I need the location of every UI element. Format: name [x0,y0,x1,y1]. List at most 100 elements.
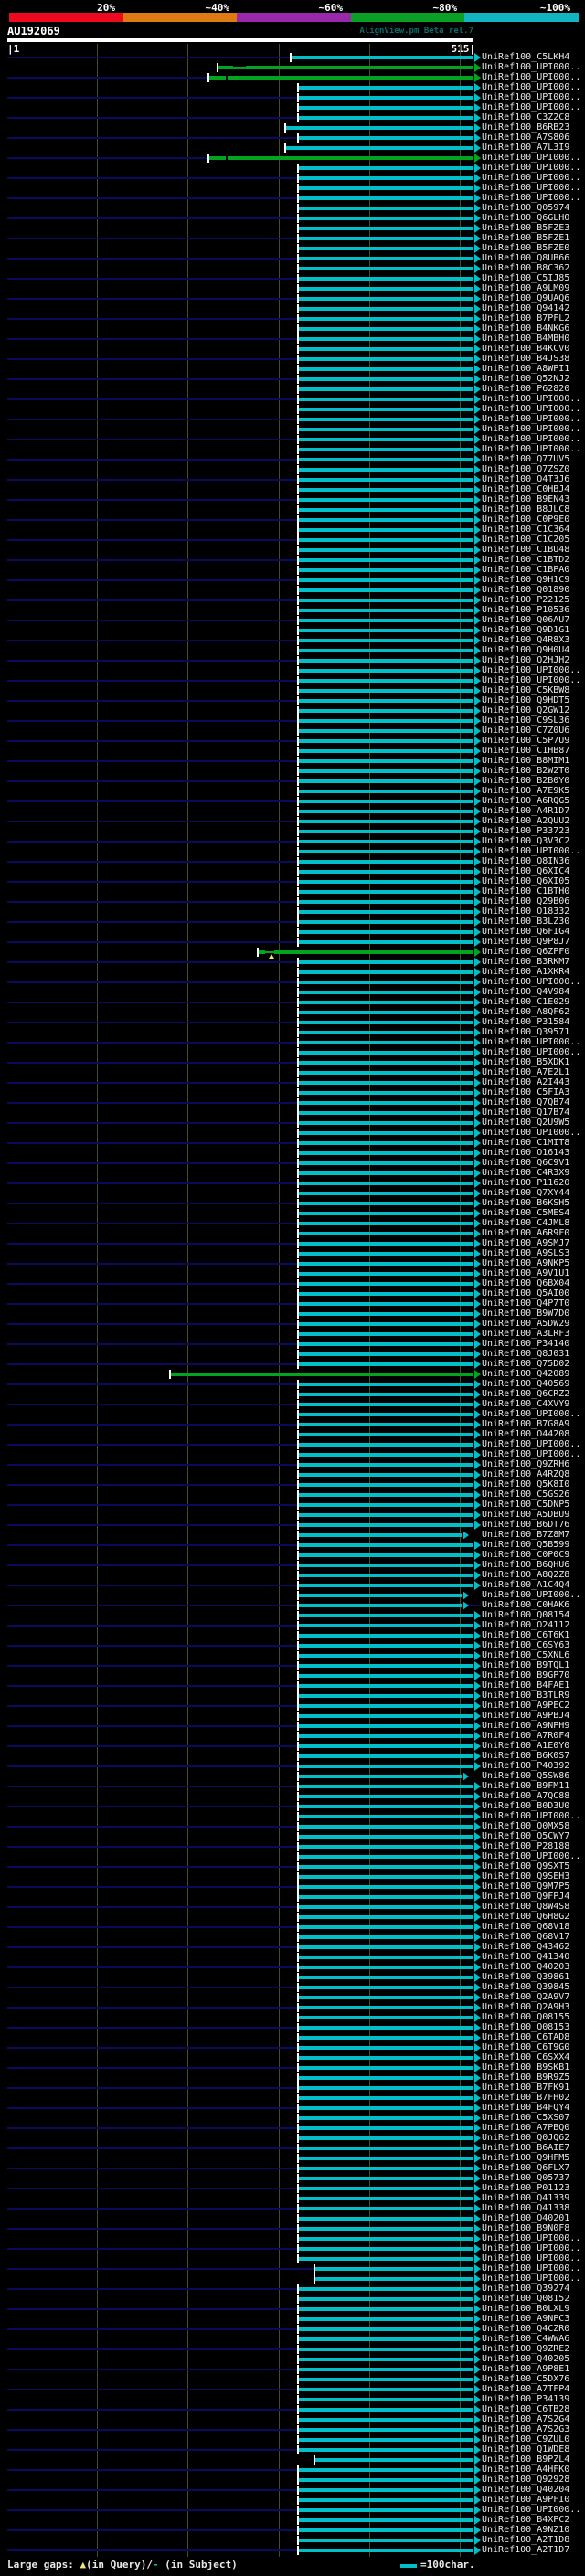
hit-label[interactable]: UniRef100_UPI000.. [482,102,581,112]
hit-label[interactable]: UniRef100_C4XVY9 [482,1399,570,1409]
hit-bar[interactable] [298,1473,473,1477]
hit-label[interactable]: UniRef100_C5DNP5 [482,1500,570,1510]
hit-bar[interactable] [298,96,473,100]
hit-bar[interactable] [298,981,473,984]
hit-label[interactable]: UniRef100_A8WPI1 [482,364,570,374]
hit-label[interactable]: UniRef100_Q2A9H3 [482,2002,570,2012]
hit-bar[interactable] [298,2408,473,2412]
hit-bar[interactable] [298,387,473,391]
hit-label[interactable]: UniRef100_P33723 [482,826,570,836]
hit-bar[interactable] [298,528,473,532]
hit-label[interactable]: UniRef100_A2I443 [482,1077,570,1087]
hit-label[interactable]: UniRef100_P40392 [482,1761,570,1771]
hit-bar[interactable] [298,237,473,240]
hit-bar[interactable] [218,66,234,69]
hit-label[interactable]: UniRef100_Q8UB66 [482,253,570,263]
hit-bar[interactable] [298,1976,473,1979]
hit-label[interactable]: UniRef100_C5DX76 [482,2374,570,2384]
hit-bar[interactable] [315,2277,473,2281]
hit-label[interactable]: UniRef100_UPI000.. [482,2253,581,2263]
hit-label[interactable]: UniRef100_Q7XY44 [482,1188,570,1198]
hit-bar[interactable] [298,287,473,291]
hit-bar[interactable] [298,2096,473,2100]
hit-label[interactable]: UniRef100_Q39861 [482,1972,570,1982]
hit-bar[interactable] [298,1141,473,1145]
hit-bar[interactable] [298,1956,473,1959]
hit-bar[interactable] [298,830,473,833]
hit-bar[interactable] [298,2418,473,2422]
hit-label[interactable]: UniRef100_B4FAE1 [482,1680,570,1691]
hit-label[interactable]: UniRef100_Q40203 [482,1962,570,1972]
hit-label[interactable]: UniRef100_C6SY63 [482,1640,570,1650]
hit-bar[interactable] [298,880,473,884]
hit-bar[interactable] [298,1523,473,1527]
hit-label[interactable]: UniRef100_UPI000.. [482,1851,581,1861]
hit-label[interactable]: UniRef100_C3Z2C8 [482,112,570,122]
hit-label[interactable]: UniRef100_Q0MX58 [482,1821,570,1831]
hit-label[interactable]: UniRef100_P28188 [482,1841,570,1851]
hit-label[interactable]: UniRef100_Q40569 [482,1379,570,1389]
hit-bar[interactable] [298,1433,473,1436]
hit-bar[interactable] [298,840,473,843]
hit-label[interactable]: UniRef100_C1BU48 [482,545,570,555]
hit-bar[interactable] [298,1182,473,1185]
hit-label[interactable]: UniRef100_C5XS07 [482,2113,570,2123]
hit-label[interactable]: UniRef100_Q9SEH3 [482,1871,570,1882]
hit-label[interactable]: UniRef100_C9SL36 [482,716,570,726]
hit-bar[interactable] [298,1624,473,1627]
hit-bar[interactable] [285,146,473,150]
hit-bar[interactable] [298,2197,473,2200]
hit-bar[interactable] [298,1202,473,1205]
hit-bar[interactable] [298,749,473,753]
hit-bar[interactable] [298,186,473,190]
hit-bar[interactable] [298,1584,473,1587]
hit-label[interactable]: UniRef100_A6RQG5 [482,796,570,806]
hit-label[interactable]: UniRef100_C1BTH0 [482,886,570,896]
hit-label[interactable]: UniRef100_Q7QB74 [482,1097,570,1108]
hit-bar[interactable] [298,1453,473,1457]
hit-label[interactable]: UniRef100_A4HFK0 [482,2465,570,2475]
hit-bar[interactable] [298,2539,473,2542]
hit-bar[interactable] [298,2227,473,2231]
hit-label[interactable]: UniRef100_B4FQY4 [482,2103,570,2113]
hit-label[interactable]: UniRef100_Q39845 [482,1982,570,1992]
hit-label[interactable]: UniRef100_Q9H0U4 [482,645,570,655]
hit-bar[interactable] [298,779,473,783]
hit-bar[interactable] [245,66,473,69]
hit-bar[interactable] [298,820,473,823]
hit-label[interactable]: UniRef100_A7S806 [482,133,570,143]
hit-label[interactable]: UniRef100_A4RZQ8 [482,1469,570,1479]
hit-label[interactable]: UniRef100_Q39274 [482,2284,570,2294]
hit-bar[interactable] [298,1986,473,1989]
hit-bar[interactable] [298,277,473,281]
hit-bar[interactable] [298,1714,473,1718]
hit-label[interactable]: UniRef100_UPI000.. [482,424,581,434]
hit-bar[interactable] [298,2498,473,2502]
hit-bar[interactable] [298,327,473,331]
hit-bar[interactable] [298,860,473,864]
hit-label[interactable]: UniRef100_Q1WDE8 [482,2444,570,2454]
hit-bar[interactable] [298,2378,473,2381]
hit-bar[interactable] [298,2187,473,2190]
hit-bar[interactable] [298,1151,473,1155]
hit-label[interactable]: UniRef100_C0HAK6 [482,1600,570,1610]
hit-label[interactable]: UniRef100_C7Z0U6 [482,726,570,736]
hit-bar[interactable] [298,1302,473,1306]
hit-bar[interactable] [298,2438,473,2442]
hit-label[interactable]: UniRef100_C1C364 [482,525,570,535]
hit-bar[interactable] [298,629,473,632]
hit-bar[interactable] [298,498,473,502]
hit-label[interactable]: UniRef100_C9ZUL0 [482,2434,570,2444]
hit-label[interactable]: UniRef100_Q6FLX7 [482,2163,570,2173]
hit-bar[interactable] [298,1925,473,1929]
hit-label[interactable]: UniRef100_B8JLC8 [482,504,570,514]
hit-bar[interactable] [298,1413,473,1416]
hit-label[interactable]: UniRef100_C5GS26 [482,1489,570,1500]
hit-bar[interactable] [298,2026,473,2030]
hit-label[interactable]: UniRef100_A8QF62 [482,1007,570,1017]
hit-label[interactable]: UniRef100_O16143 [482,1148,570,1158]
hit-label[interactable]: UniRef100_A9LM09 [482,283,570,293]
hit-bar[interactable] [298,940,473,944]
hit-label[interactable]: UniRef100_P34140 [482,1339,570,1349]
hit-label[interactable]: UniRef100_A7TFP4 [482,2384,570,2394]
